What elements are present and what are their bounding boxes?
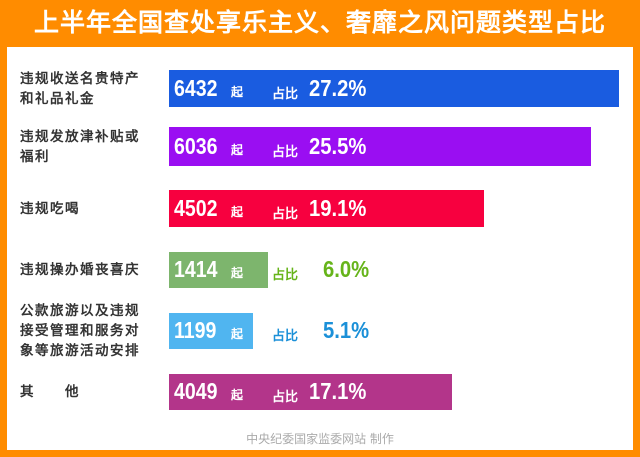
category-label: 违规收送名贵特产 和礼品礼金: [20, 70, 140, 107]
category-label: 违规吃喝: [20, 200, 80, 217]
unit-label: 起: [231, 84, 244, 99]
ratio-label: 占比: [272, 390, 299, 405]
percent-label: 6.0%: [323, 256, 370, 282]
unit-label: 起: [231, 266, 244, 280]
unit-label: 起: [231, 327, 244, 341]
category-label: 违规操办婚丧喜庆: [20, 262, 140, 278]
bar: [169, 252, 268, 288]
unit-label: 起: [231, 388, 244, 402]
chart-title: 上半年全国查处享乐主义、奢靡之风问题类型占比: [33, 8, 606, 37]
category-label: 违规发放津补贴或 福利: [20, 128, 140, 165]
count-label: 4502: [174, 194, 218, 221]
ratio-label: 占比: [272, 144, 299, 160]
category-label: 其 他: [20, 384, 80, 400]
bar: [169, 127, 591, 166]
ratio-label: 占比: [272, 206, 299, 222]
percent-label: 25.5%: [309, 132, 367, 159]
bar: [169, 70, 619, 107]
bar: [169, 374, 452, 410]
ratio-label: 占比: [272, 86, 299, 102]
percent-label: 19.1%: [309, 194, 367, 221]
bar: [169, 313, 253, 349]
category-label: 公款旅游以及违规 接受管理和服务对 象等旅游活动安排: [20, 303, 140, 359]
count-label: 4049: [174, 378, 218, 404]
percent-label: 27.2%: [309, 74, 367, 101]
ratio-label: 占比: [272, 329, 299, 344]
footer-credit: 中央纪委国家监委网站 制作: [246, 432, 394, 446]
percent-label: 17.1%: [309, 378, 367, 404]
count-label: 1414: [174, 256, 218, 282]
count-label: 1199: [174, 317, 217, 343]
count-label: 6036: [174, 132, 218, 159]
bar: [169, 190, 484, 227]
count-label: 6432: [174, 74, 218, 101]
ratio-label: 占比: [272, 268, 299, 283]
percent-label: 5.1%: [323, 317, 370, 343]
unit-label: 起: [231, 204, 244, 219]
unit-label: 起: [231, 142, 244, 157]
